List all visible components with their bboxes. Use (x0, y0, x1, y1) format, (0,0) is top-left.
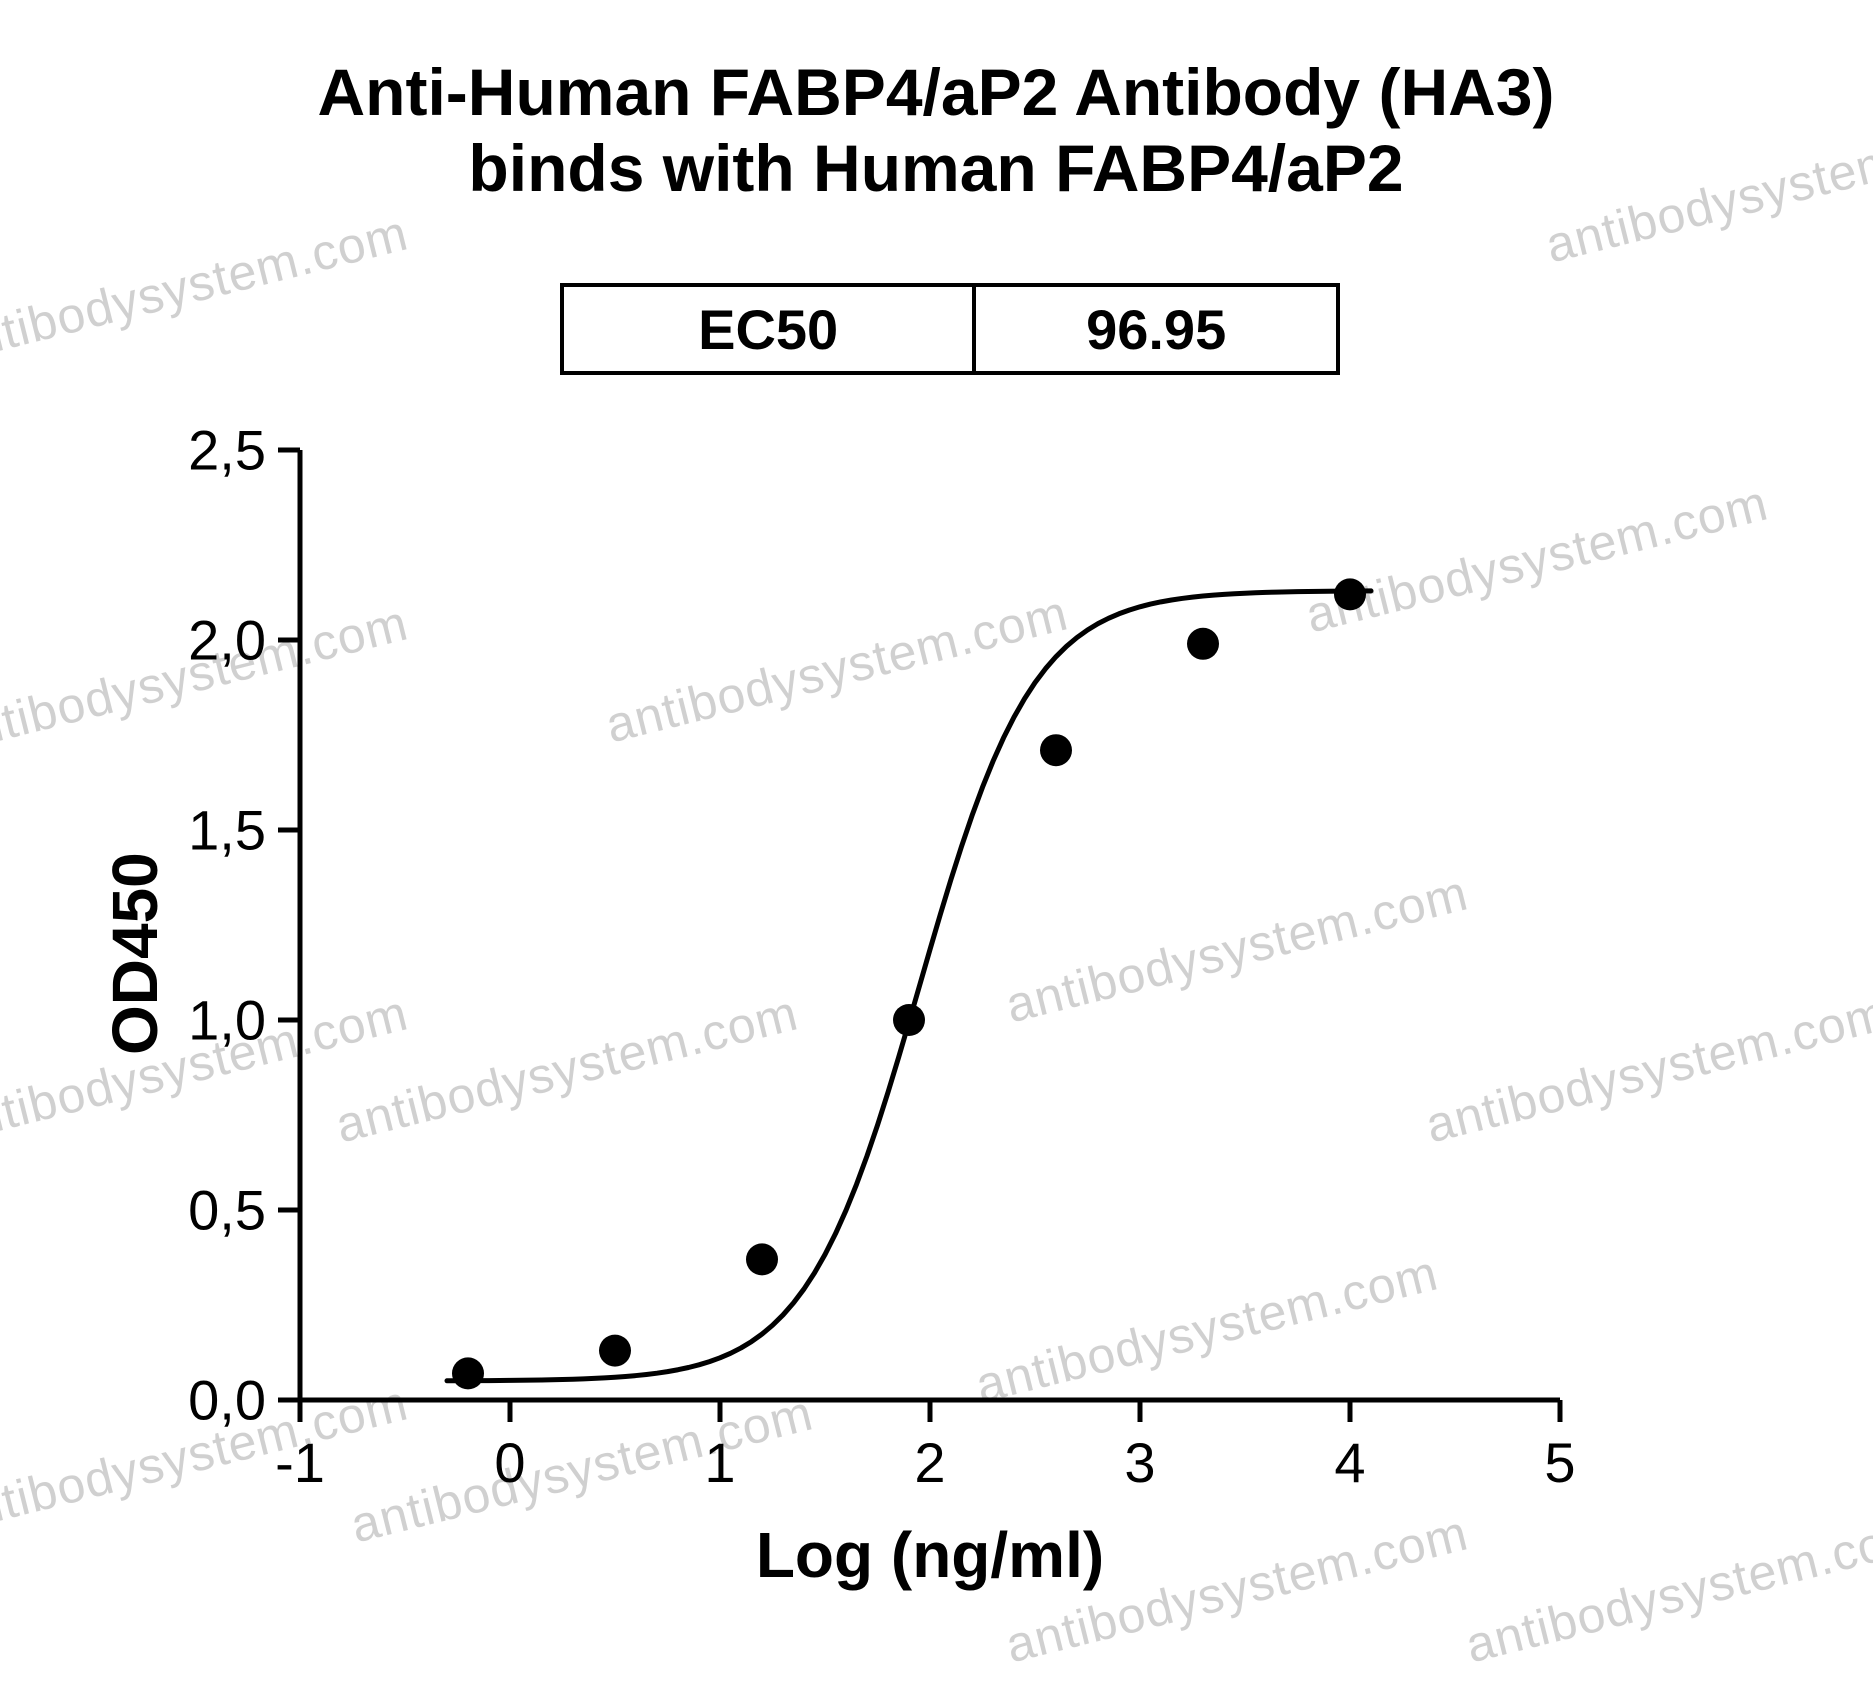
y-tick-label: 0,5 (188, 1178, 266, 1243)
x-tick-label: 2 (914, 1430, 945, 1495)
plot-area: -10123450,00,51,01,52,02,5 (300, 450, 1560, 1400)
ec50-value: 96.95 (976, 287, 1336, 371)
x-tick-label: 1 (704, 1430, 735, 1495)
y-axis-label: OD450 (98, 852, 172, 1055)
chart-title-line1: Anti-Human FABP4/aP2 Antibody (HA3) (86, 55, 1786, 131)
x-tick-label: 0 (494, 1430, 525, 1495)
ec50-label: EC50 (564, 287, 972, 371)
y-tick-label: 2,0 (188, 608, 266, 673)
chart-title: Anti-Human FABP4/aP2 Antibody (HA3) bind… (86, 55, 1786, 207)
x-tick-label: 4 (1334, 1430, 1365, 1495)
ec50-table: EC50 96.95 (560, 283, 1340, 375)
x-axis-label: Log (ng/ml) (300, 1518, 1560, 1592)
y-tick-label: 1,5 (188, 798, 266, 863)
x-tick-label: -1 (275, 1430, 325, 1495)
watermark-text: antibodysystem.com (0, 204, 414, 375)
y-tick-label: 2,5 (188, 418, 266, 483)
y-tick-label: 0,0 (188, 1368, 266, 1433)
x-tick-label: 3 (1124, 1430, 1155, 1495)
x-tick-label: 5 (1544, 1430, 1575, 1495)
plot-svg (300, 450, 1560, 1400)
chart-container: antibodysystem.comantibodysystem.comanti… (0, 0, 1873, 1688)
y-tick-label: 1,0 (188, 988, 266, 1053)
chart-title-line2: binds with Human FABP4/aP2 (86, 131, 1786, 207)
